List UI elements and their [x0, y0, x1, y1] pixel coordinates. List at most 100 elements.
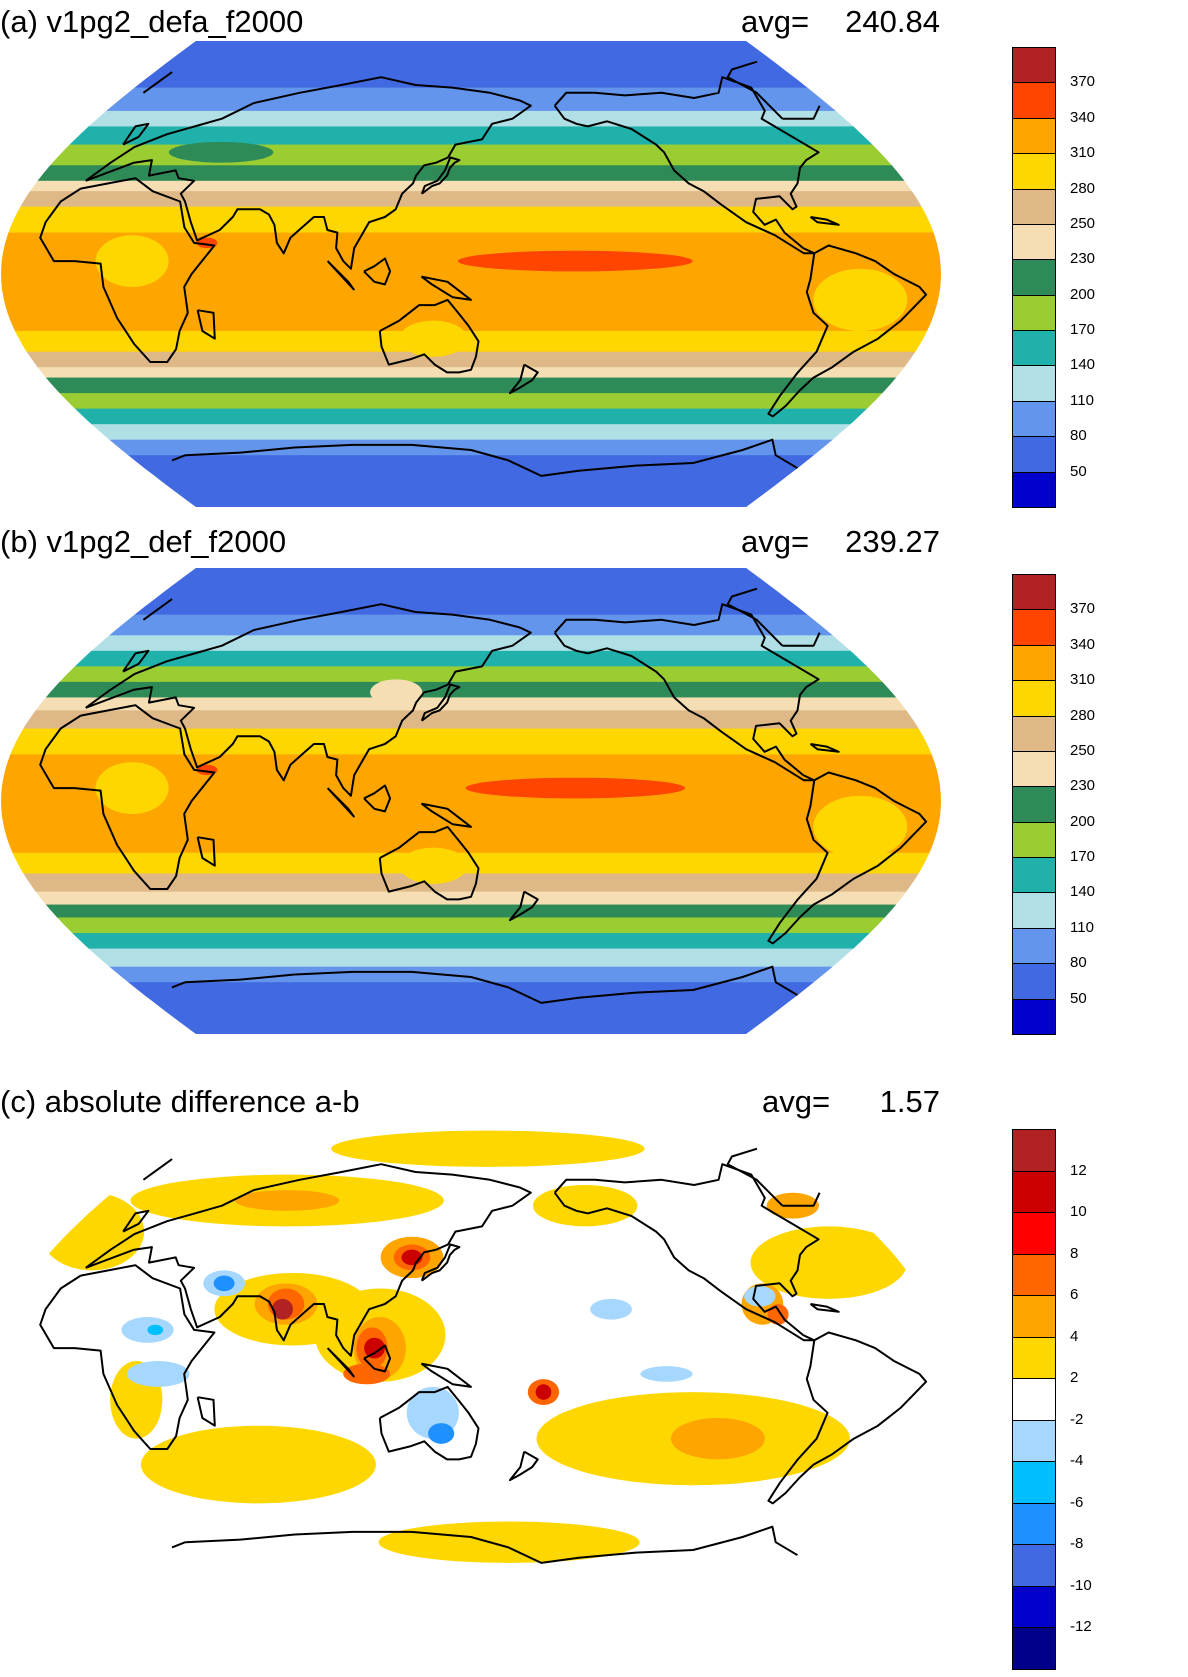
coastline-6 — [142, 1147, 821, 1207]
coastline-5 — [767, 1331, 928, 1505]
colorbar-swatch — [1012, 680, 1056, 717]
panel-a-avg-value: 240.84 — [845, 4, 940, 39]
region-blob-22 — [343, 1363, 391, 1385]
band-16 — [1, 424, 941, 441]
colorbar-swatch — [1012, 223, 1056, 261]
band-10 — [1, 852, 941, 875]
colorbar-tick-label: 12 — [1070, 1161, 1087, 1179]
region-blob-34 — [744, 1285, 776, 1307]
colorbar-swatch — [1012, 365, 1056, 402]
region-blob-25 — [364, 1337, 385, 1359]
panel-b-field — [1, 568, 941, 1034]
region-blob-15 — [670, 1417, 765, 1460]
region-blob-2 — [813, 268, 908, 331]
colorbar-swatch — [1012, 1419, 1056, 1463]
colorbar-tick-label: 280 — [1070, 179, 1096, 197]
band-17 — [1, 966, 941, 983]
region-blob-3 — [95, 235, 169, 287]
band-5 — [1, 681, 941, 699]
colorbar-tick-label: 110 — [1070, 391, 1094, 409]
panel-c-field — [1, 1128, 941, 1594]
colorbar-swatch — [1012, 963, 1056, 1000]
coastline-4 — [553, 603, 820, 782]
coastline-3 — [378, 1385, 480, 1461]
band-12 — [1, 367, 941, 379]
colorbar-swatch — [1012, 188, 1056, 225]
colorbar-tick-label: 170 — [1070, 321, 1096, 339]
region-blob-0 — [465, 777, 685, 799]
band-14 — [1, 917, 941, 934]
colorbar-tick-label: 10 — [1070, 1203, 1087, 1221]
colorbar-tick-label: 230 — [1070, 777, 1096, 795]
coastline-2 — [196, 1396, 216, 1427]
coastline-0 — [85, 1163, 532, 1357]
coastline-0 — [85, 76, 532, 270]
coastline-1 — [39, 1264, 216, 1450]
colorbar-tick-label: 2 — [1070, 1369, 1079, 1387]
region-blob-5 — [140, 1425, 376, 1504]
region-blob-30 — [126, 1361, 190, 1387]
colorbar-tick-label: -10 — [1070, 1576, 1092, 1594]
colorbar-swatch — [1012, 1585, 1056, 1629]
colorbar-swatch — [1012, 47, 1056, 84]
panel-a-map — [1, 41, 941, 507]
region-blob-33 — [640, 1366, 693, 1382]
coastline-9 — [326, 1347, 355, 1378]
colorbar-tick-label: 200 — [1070, 812, 1096, 830]
colorbar-tick-label: 4 — [1070, 1327, 1079, 1345]
band-1 — [1, 614, 941, 636]
colorbar-tick-label: 250 — [1070, 214, 1096, 232]
region-blob-0 — [331, 1130, 645, 1167]
band-16 — [1, 948, 941, 968]
colorbar-tick-label: -6 — [1070, 1493, 1084, 1511]
coastline-14 — [809, 1303, 840, 1313]
coastline-14 — [809, 743, 840, 753]
band-4 — [1, 666, 941, 683]
band-7 — [1, 710, 941, 730]
band-3 — [1, 126, 941, 146]
band-6 — [1, 180, 941, 192]
colorbar-tick-label: 370 — [1070, 600, 1096, 618]
colorbar-tick-label: 170 — [1070, 848, 1096, 866]
band-8 — [1, 206, 941, 234]
coastline-3 — [378, 825, 480, 901]
coastline-14 — [809, 216, 840, 226]
band-15 — [1, 933, 941, 950]
colorbar-tick-label: 250 — [1070, 741, 1096, 759]
region-blob-0 — [457, 250, 693, 272]
coastline-13 — [122, 649, 150, 673]
coastline-1 — [39, 704, 216, 890]
coastline-12 — [508, 363, 539, 395]
coastline-2 — [196, 836, 216, 867]
coastline-8 — [420, 156, 461, 195]
band-3 — [1, 650, 941, 667]
colorbar-tick-label: -2 — [1070, 1410, 1084, 1428]
panel-a-colorbar: 370 340 310 280 250 230 200 170 140 110 80 50 — [1012, 47, 1136, 508]
region-blob-5 — [168, 141, 274, 163]
panel-b-title: (b) v1pg2_def_f2000 — [0, 524, 287, 559]
coastline-9 — [326, 787, 355, 818]
region-blob-32 — [590, 1298, 632, 1320]
panel-b-coastline-outlines — [39, 587, 928, 1004]
colorbar-swatch — [1012, 259, 1056, 296]
band-14 — [1, 393, 941, 410]
band-13 — [1, 377, 941, 394]
coastline-11 — [420, 275, 472, 301]
colorbar-swatch — [1012, 1336, 1056, 1380]
band-11 — [1, 873, 941, 893]
band-13 — [1, 904, 941, 919]
colorbar-swatch — [1012, 609, 1056, 646]
panel-b-avg-value: 239.27 — [845, 524, 940, 559]
coastline-12 — [508, 890, 539, 922]
colorbar-swatch — [1012, 857, 1056, 894]
coastline-7 — [171, 965, 799, 1004]
colorbar-swatch — [1012, 786, 1056, 823]
coastline-10 — [363, 1344, 392, 1373]
colorbar-swatch — [1012, 1253, 1056, 1297]
panel-c-avg-label: avg= — [762, 1084, 831, 1119]
coastline-10 — [363, 257, 392, 286]
colorbar-tick-label: 80 — [1070, 427, 1087, 445]
band-12 — [1, 891, 941, 906]
coastline-8 — [420, 683, 461, 722]
